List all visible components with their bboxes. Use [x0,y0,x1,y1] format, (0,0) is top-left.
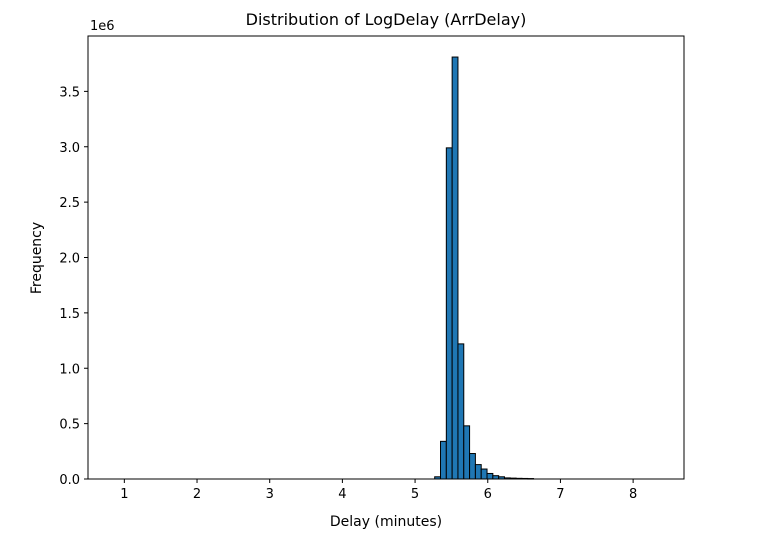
chart-title: Distribution of LogDelay (ArrDelay) [246,10,527,29]
y-tick-label: 2.5 [59,196,80,211]
y-axis-ticks: 0.0 0.5 1.0 1.5 2.0 2.5 3.0 3.5 [59,85,88,488]
y-tick-label: 0.0 [59,473,80,488]
y-tick-label: 0.5 [59,418,80,433]
y-axis-label: Frequency [29,222,45,294]
x-tick-label: 6 [484,487,492,502]
x-tick-label: 3 [266,487,274,502]
y-tick-label: 3.0 [59,141,80,156]
x-tick-label: 2 [193,487,201,502]
histogram-bar [480,468,488,480]
y-tick-label: 2.0 [59,252,80,267]
y-tick-label: 3.5 [59,85,80,100]
histogram-bar [486,472,494,480]
histogram-bar [469,453,476,480]
y-axis-scale-label: 1e6 [90,19,115,34]
y-tick-label: 1.0 [59,362,80,377]
histogram-bar [451,56,459,480]
plot-area-frame [87,35,685,480]
histogram-bar [457,343,465,480]
histogram-bar [474,464,482,480]
x-tick-label: 7 [556,487,564,502]
histogram-bar [463,425,471,480]
histogram-bars [106,56,655,480]
x-axis-ticks: 1 2 3 4 5 6 7 8 [120,479,637,502]
histogram-bar [440,440,447,480]
x-tick-label: 5 [411,487,419,502]
y-tick-label: 1.5 [59,307,80,322]
x-tick-label: 8 [629,487,637,502]
x-axis-label: Delay (minutes) [330,514,442,530]
histogram-bar [445,147,453,480]
x-tick-label: 4 [338,487,346,502]
x-tick-label: 1 [120,487,128,502]
